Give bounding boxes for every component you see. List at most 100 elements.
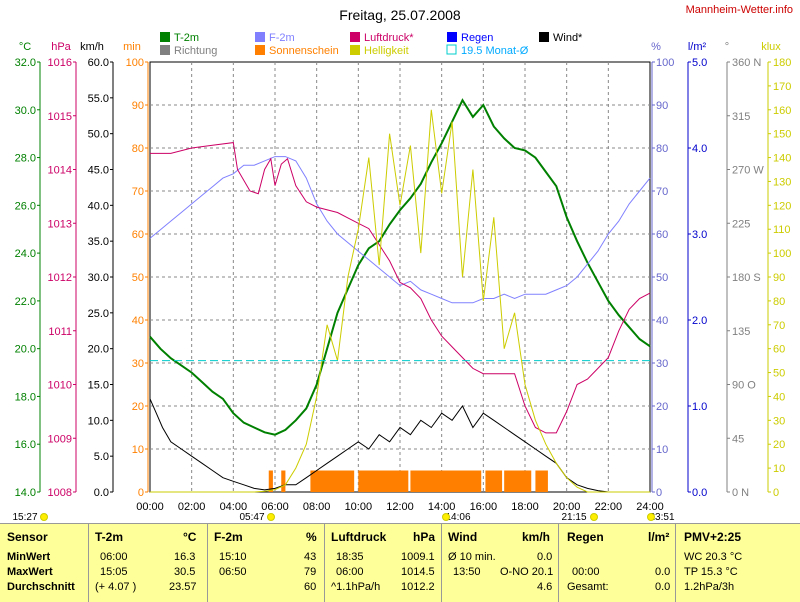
axis-tick-label: 20 [656,401,668,413]
sun-moon-icon [647,513,655,521]
axis-tick-label: 25.0 [88,308,109,320]
axis-tick-label: 22.0 [15,296,36,308]
legend-swatch [350,32,360,42]
x-tick-label: 24:00 [636,501,664,513]
luftdruck-header: Luftdruck [331,530,387,544]
axis-tick-label: 10.0 [88,415,109,427]
axis-tick-label: 0 [656,487,662,499]
f2m-max-val: 79 [304,566,317,578]
axis-tick-label: 3.0 [692,229,707,241]
legend-label: Sonnenschein [269,45,339,57]
t2m-min-val: 16.3 [174,551,196,563]
sun-moon-icon [267,513,275,521]
sunshine-bar [410,470,482,492]
axis-unit-labels: °C hPa km/h min% l/m² ° klux [19,41,781,53]
axis-tick-label: 1009 [48,433,72,445]
luftdruck-unit: hPa [413,530,436,544]
legend-label: Regen [461,32,493,44]
axis-tick-label: 10 [656,444,668,456]
axis-tick-label: 110 [773,224,791,236]
axis-tick-label: 10 [132,444,144,456]
wind-min-label: Ø 10 min. [448,551,496,563]
sun-moon-time: 14:06 [445,512,470,523]
col-pmv: PMV+2:25 WC 20.3 °C TP 15.3 °C 1.2hPa/3h [676,524,800,602]
axis-tick-label: 15.0 [88,380,109,392]
axis-tick-label: 1011 [48,326,72,338]
axis-tick-label: 100 [656,57,674,69]
sun-moon-time: 21:15 [561,512,586,523]
f2m-unit: % [306,530,317,544]
sun-moon-markers: 15:27 05:47 14:06 21:15 23:51 [12,512,674,523]
sunshine-bar [310,470,355,492]
axis-tick-label: 0 N [732,487,749,499]
t2m-min-time: 06:00 [100,551,128,563]
axis-tick-label: 80 [132,143,144,155]
axis-unit-label: km/h [80,41,104,53]
col-luftdruck: Luftdruck hPa 18:35 1009.1 06:00 1014.5 … [325,524,442,602]
axis-tick-label: 80 [656,143,668,155]
legend-label: Richtung [174,45,217,57]
regen-total-val: 0.0 [655,581,671,593]
luftdruck-max-time: 06:00 [336,566,364,578]
wind-min-val: 0.0 [537,551,553,563]
axis-tick-label: 1014 [48,165,72,177]
axis-tick-label: 28.0 [15,153,36,165]
legend-swatch [350,45,360,55]
site-name: Mannheim-Wetter.info [686,4,793,16]
axis-tick-label: 4.0 [692,143,707,155]
row-label-min: MinWert [7,551,51,563]
legend-label: F-2m [269,32,295,44]
legend-swatch [160,32,170,42]
wind-avg-val: 4.6 [537,581,553,593]
axis-tick-label: 140 [773,153,791,165]
axis-unit-label: ° [725,41,729,53]
legend-swatch [539,32,549,42]
axis-tick-label: 50.0 [88,129,109,141]
series-line [150,109,650,493]
col-sensor: Sensor MinWert MaxWert Durchschnitt [0,524,89,602]
axis-tick-label: 40 [132,315,144,327]
axis-tick-label: 1012 [48,272,72,284]
series-line [149,98,651,436]
wind-header: Wind [448,530,478,544]
axis-unit-label: l/m² [688,41,707,53]
axis-tick-label: 150 [773,129,791,141]
axis-tick-label: 20 [773,439,785,451]
legend-label: Helligkeit [364,45,409,57]
legend-swatch [160,45,170,55]
axis-unit-label: hPa [51,41,71,53]
axis-tick-label: 1.0 [692,401,707,413]
axis-tick-label: 2.0 [692,315,707,327]
axis-tick-label: 0.0 [692,487,707,499]
axis-tick-label: 100 [773,248,791,260]
axis-tick-label: 30.0 [88,272,109,284]
axis-tick-label: 40.0 [88,200,109,212]
x-tick-label: 04:00 [220,501,248,513]
axis-tick-label: 270 W [732,165,764,177]
series-line [149,398,609,493]
axis-tick-label: 16.0 [15,439,36,451]
series-line [150,142,651,434]
axis-tick-label: 130 [773,176,791,188]
axis-tick-label: 10 [773,463,785,475]
col-regen: Regen l/m² 00:00 0.0 Gesamt: 0.0 [559,524,676,602]
axis-tick-label: 90 [656,100,668,112]
sun-moon-icon [442,513,450,521]
luftdruck-trend: ^1.1hPa/h [331,581,381,593]
axis-tick-label: 80 [773,296,785,308]
axis-tick-label: 70 [132,186,144,198]
axis-tick-label: 50 [773,368,785,380]
legend: T-2m F-2m Luftdruck* Regen Wind* Richtung Sonn… [160,32,583,57]
grid [150,62,650,492]
x-tick-label: 00:00 [136,501,164,513]
legend-label: Wind* [553,32,583,44]
axis-tick-label: 180 S [732,272,761,284]
axis-tick-label: 14.0 [15,487,36,499]
axis-tick-label: 60.0 [88,57,109,69]
f2m-min-val: 43 [304,551,317,563]
axis-unit-label: min [123,41,141,53]
t2m-avg-val: 23.57 [169,581,197,593]
legend-swatch [255,45,265,55]
sun-moon-time: 23:51 [649,512,674,523]
axis-tick-label: 90 [132,100,144,112]
